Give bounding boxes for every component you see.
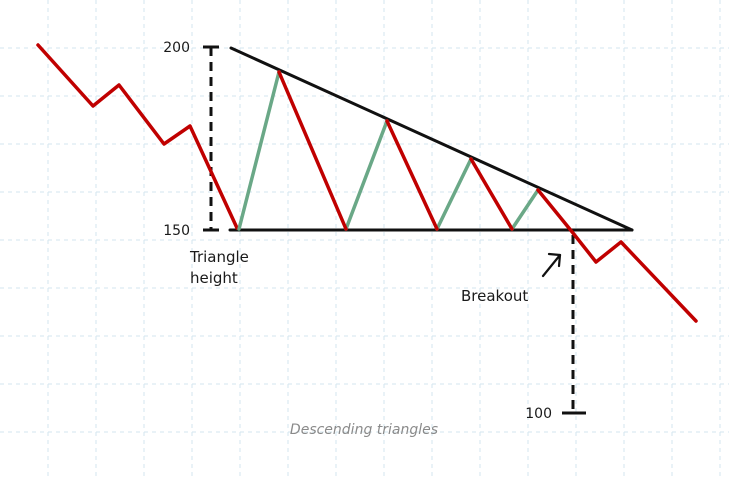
downswing-1: [277, 70, 348, 231]
level-100-label: 100: [525, 406, 552, 422]
breakout-label: Breakout: [461, 287, 528, 305]
upswings: [237, 70, 540, 231]
upswing-4: [510, 188, 540, 231]
downswing-2: [385, 119, 439, 231]
diagram-caption: Descending triangles: [290, 422, 438, 438]
descending-resistance-line: [229, 46, 634, 232]
breakout-arrow-icon: [541, 252, 562, 278]
breakout-path: [536, 188, 698, 323]
downswings: [277, 70, 514, 231]
upswing-3: [435, 157, 473, 231]
triangle-height-label-line2: height: [190, 269, 238, 287]
triangle-height-measure: [203, 45, 219, 232]
target-measure: [562, 235, 586, 415]
triangle-boundaries: [228, 46, 634, 232]
upswing-2: [344, 119, 389, 231]
prior-downtrend-path: [36, 43, 239, 230]
upswing-1: [237, 70, 281, 231]
level-200-label: 200: [163, 40, 190, 56]
level-150-label: 150: [163, 223, 190, 239]
downswing-3: [469, 157, 514, 231]
triangle-height-label-line1: Triangle: [189, 248, 249, 266]
